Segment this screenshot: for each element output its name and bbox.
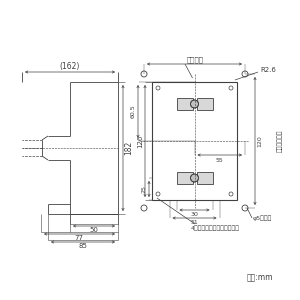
Text: 77: 77: [74, 235, 83, 241]
Bar: [152, 82, 237, 200]
Text: 30: 30: [190, 212, 198, 217]
Text: 120: 120: [257, 135, 262, 147]
Bar: [196, 172, 212, 184]
Bar: [176, 172, 193, 184]
Text: 126: 126: [137, 134, 143, 148]
Circle shape: [190, 174, 199, 182]
Text: 51: 51: [190, 220, 198, 226]
Text: 4－裏面配線用ノックアウト: 4－裏面配線用ノックアウト: [190, 225, 239, 231]
Text: R2.6: R2.6: [260, 67, 276, 73]
Text: 50: 50: [90, 227, 98, 233]
Text: 60.5: 60.5: [130, 105, 136, 118]
Circle shape: [190, 100, 199, 108]
Text: 単位:mm: 単位:mm: [247, 274, 273, 283]
Text: 85: 85: [79, 243, 87, 249]
Text: (162): (162): [60, 62, 80, 71]
Text: 55: 55: [216, 158, 224, 163]
Bar: [196, 98, 212, 110]
Text: 182: 182: [124, 141, 134, 155]
Text: 取付け穴: 取付け穴: [187, 57, 204, 63]
Bar: [176, 98, 193, 110]
Text: 25: 25: [142, 185, 146, 193]
Text: φ5取付穴: φ5取付穴: [253, 215, 272, 221]
Text: 取付けピッチ: 取付けピッチ: [277, 130, 283, 152]
